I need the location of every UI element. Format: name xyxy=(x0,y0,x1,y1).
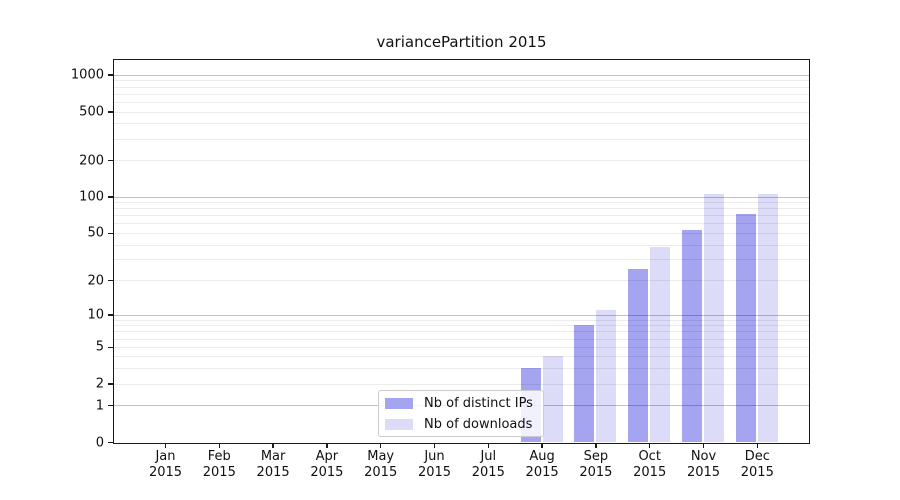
gridline-minor xyxy=(114,244,809,246)
y-tick-mark xyxy=(108,159,113,162)
y-tick-label: 2 xyxy=(95,376,104,392)
bar-downloads-sep xyxy=(596,309,617,442)
y-tick-mark xyxy=(108,441,113,444)
bar-distinct-ips-sep xyxy=(574,325,595,442)
gridline-minor xyxy=(114,93,809,95)
gridline-major xyxy=(114,196,809,198)
gridline-minor xyxy=(114,138,809,140)
x-tick-label-jun: Jun 2015 xyxy=(417,449,452,480)
x-tick-label-aug: Aug 2015 xyxy=(525,449,559,480)
y-tick-mark xyxy=(108,383,113,385)
y-tick-label: 100 xyxy=(79,189,104,205)
x-tick-label-dec: Dec 2015 xyxy=(740,449,774,480)
x-tick-label-jan: Jan 2015 xyxy=(148,449,183,480)
bar-distinct-ips-oct xyxy=(628,268,649,442)
y-tick-mark xyxy=(108,111,113,113)
legend-swatch-distinct-ips xyxy=(385,397,413,409)
gridline-minor xyxy=(114,123,809,125)
chart-title: variancePartition 2015 xyxy=(376,33,547,51)
y-tick-mark xyxy=(108,232,113,235)
legend-item-downloads: Nb of downloads xyxy=(385,415,535,433)
bar-downloads-nov xyxy=(704,193,724,442)
y-tick-mark xyxy=(108,74,113,76)
x-tick-mark xyxy=(379,444,382,448)
plot-canvas xyxy=(114,60,809,443)
y-tick-mark xyxy=(108,279,113,282)
gridline-minor xyxy=(114,325,809,327)
gridline-minor xyxy=(114,101,809,103)
bar-downloads-aug xyxy=(542,356,563,442)
x-tick-label-apr: Apr 2015 xyxy=(310,449,344,480)
gridline-minor xyxy=(114,202,809,204)
x-tick-label-may: May 2015 xyxy=(364,449,398,480)
bar-distinct-ips-dec xyxy=(735,213,756,442)
gridline-minor xyxy=(114,86,809,88)
legend-label-downloads: Nb of downloads xyxy=(424,416,533,432)
gridline-minor xyxy=(114,215,809,217)
x-tick-mark xyxy=(164,444,167,448)
gridline-minor xyxy=(114,383,809,385)
gridline-minor xyxy=(114,346,809,348)
x-tick-mark xyxy=(218,444,221,448)
gridline-minor xyxy=(114,338,809,340)
gridline-minor xyxy=(114,223,809,225)
x-tick-label-jul: Jul 2015 xyxy=(471,449,505,480)
x-tick-mark xyxy=(595,444,597,448)
y-tick-label: 5 xyxy=(95,339,104,355)
gridline-major xyxy=(114,74,809,76)
x-tick-label-feb: Feb 2015 xyxy=(202,449,236,480)
x-tick-label-mar: Mar 2015 xyxy=(256,449,290,480)
gridline-minor xyxy=(114,319,809,321)
gridline-minor xyxy=(114,80,809,82)
x-tick-label-nov: Nov 2015 xyxy=(686,449,721,480)
x-tick-mark xyxy=(756,444,759,448)
y-tick-label: 50 xyxy=(87,225,104,241)
gridline-minor xyxy=(114,160,809,162)
gridline-minor xyxy=(114,111,809,113)
gridline-major xyxy=(114,314,809,316)
x-tick-mark xyxy=(648,444,651,448)
x-tick-mark xyxy=(702,444,705,448)
gridline-minor xyxy=(114,208,809,210)
gridline-minor xyxy=(114,232,809,234)
y-tick-label: 10 xyxy=(87,307,104,323)
y-tick-label: 200 xyxy=(79,153,104,169)
x-tick-mark xyxy=(272,444,274,448)
x-tick-mark xyxy=(541,444,543,448)
bar-downloads-dec xyxy=(757,193,778,442)
gridline-minor xyxy=(114,368,809,370)
gridline-minor xyxy=(114,356,809,358)
legend: Nb of distinct IPs Nb of downloads xyxy=(378,390,544,437)
y-tick-mark xyxy=(108,196,113,198)
gridline-minor xyxy=(114,259,809,261)
legend-item-distinct-ips: Nb of distinct IPs xyxy=(385,394,535,412)
y-tick-label: 1000 xyxy=(70,67,104,83)
bar-downloads-oct xyxy=(650,247,671,442)
gridline-minor xyxy=(114,331,809,333)
bar-distinct-ips-nov xyxy=(682,229,702,442)
y-tick-label: 1 xyxy=(95,398,104,414)
plot-area xyxy=(113,59,810,444)
y-tick-mark xyxy=(108,314,113,316)
x-tick-mark xyxy=(487,444,490,448)
y-tick-label: 500 xyxy=(79,104,104,120)
gridline-minor xyxy=(114,280,809,282)
y-tick-label: 0 xyxy=(95,435,104,450)
x-tick-mark xyxy=(326,444,328,448)
y-tick-mark xyxy=(108,404,113,407)
legend-label-distinct-ips: Nb of distinct IPs xyxy=(424,395,533,411)
legend-swatch-downloads xyxy=(385,418,413,430)
y-tick-mark xyxy=(108,346,113,348)
y-tick-label: 20 xyxy=(87,273,104,289)
x-tick-label-oct: Oct 2015 xyxy=(633,449,667,480)
x-tick-label-sep: Sep 2015 xyxy=(579,449,613,480)
x-tick-mark xyxy=(433,444,436,448)
